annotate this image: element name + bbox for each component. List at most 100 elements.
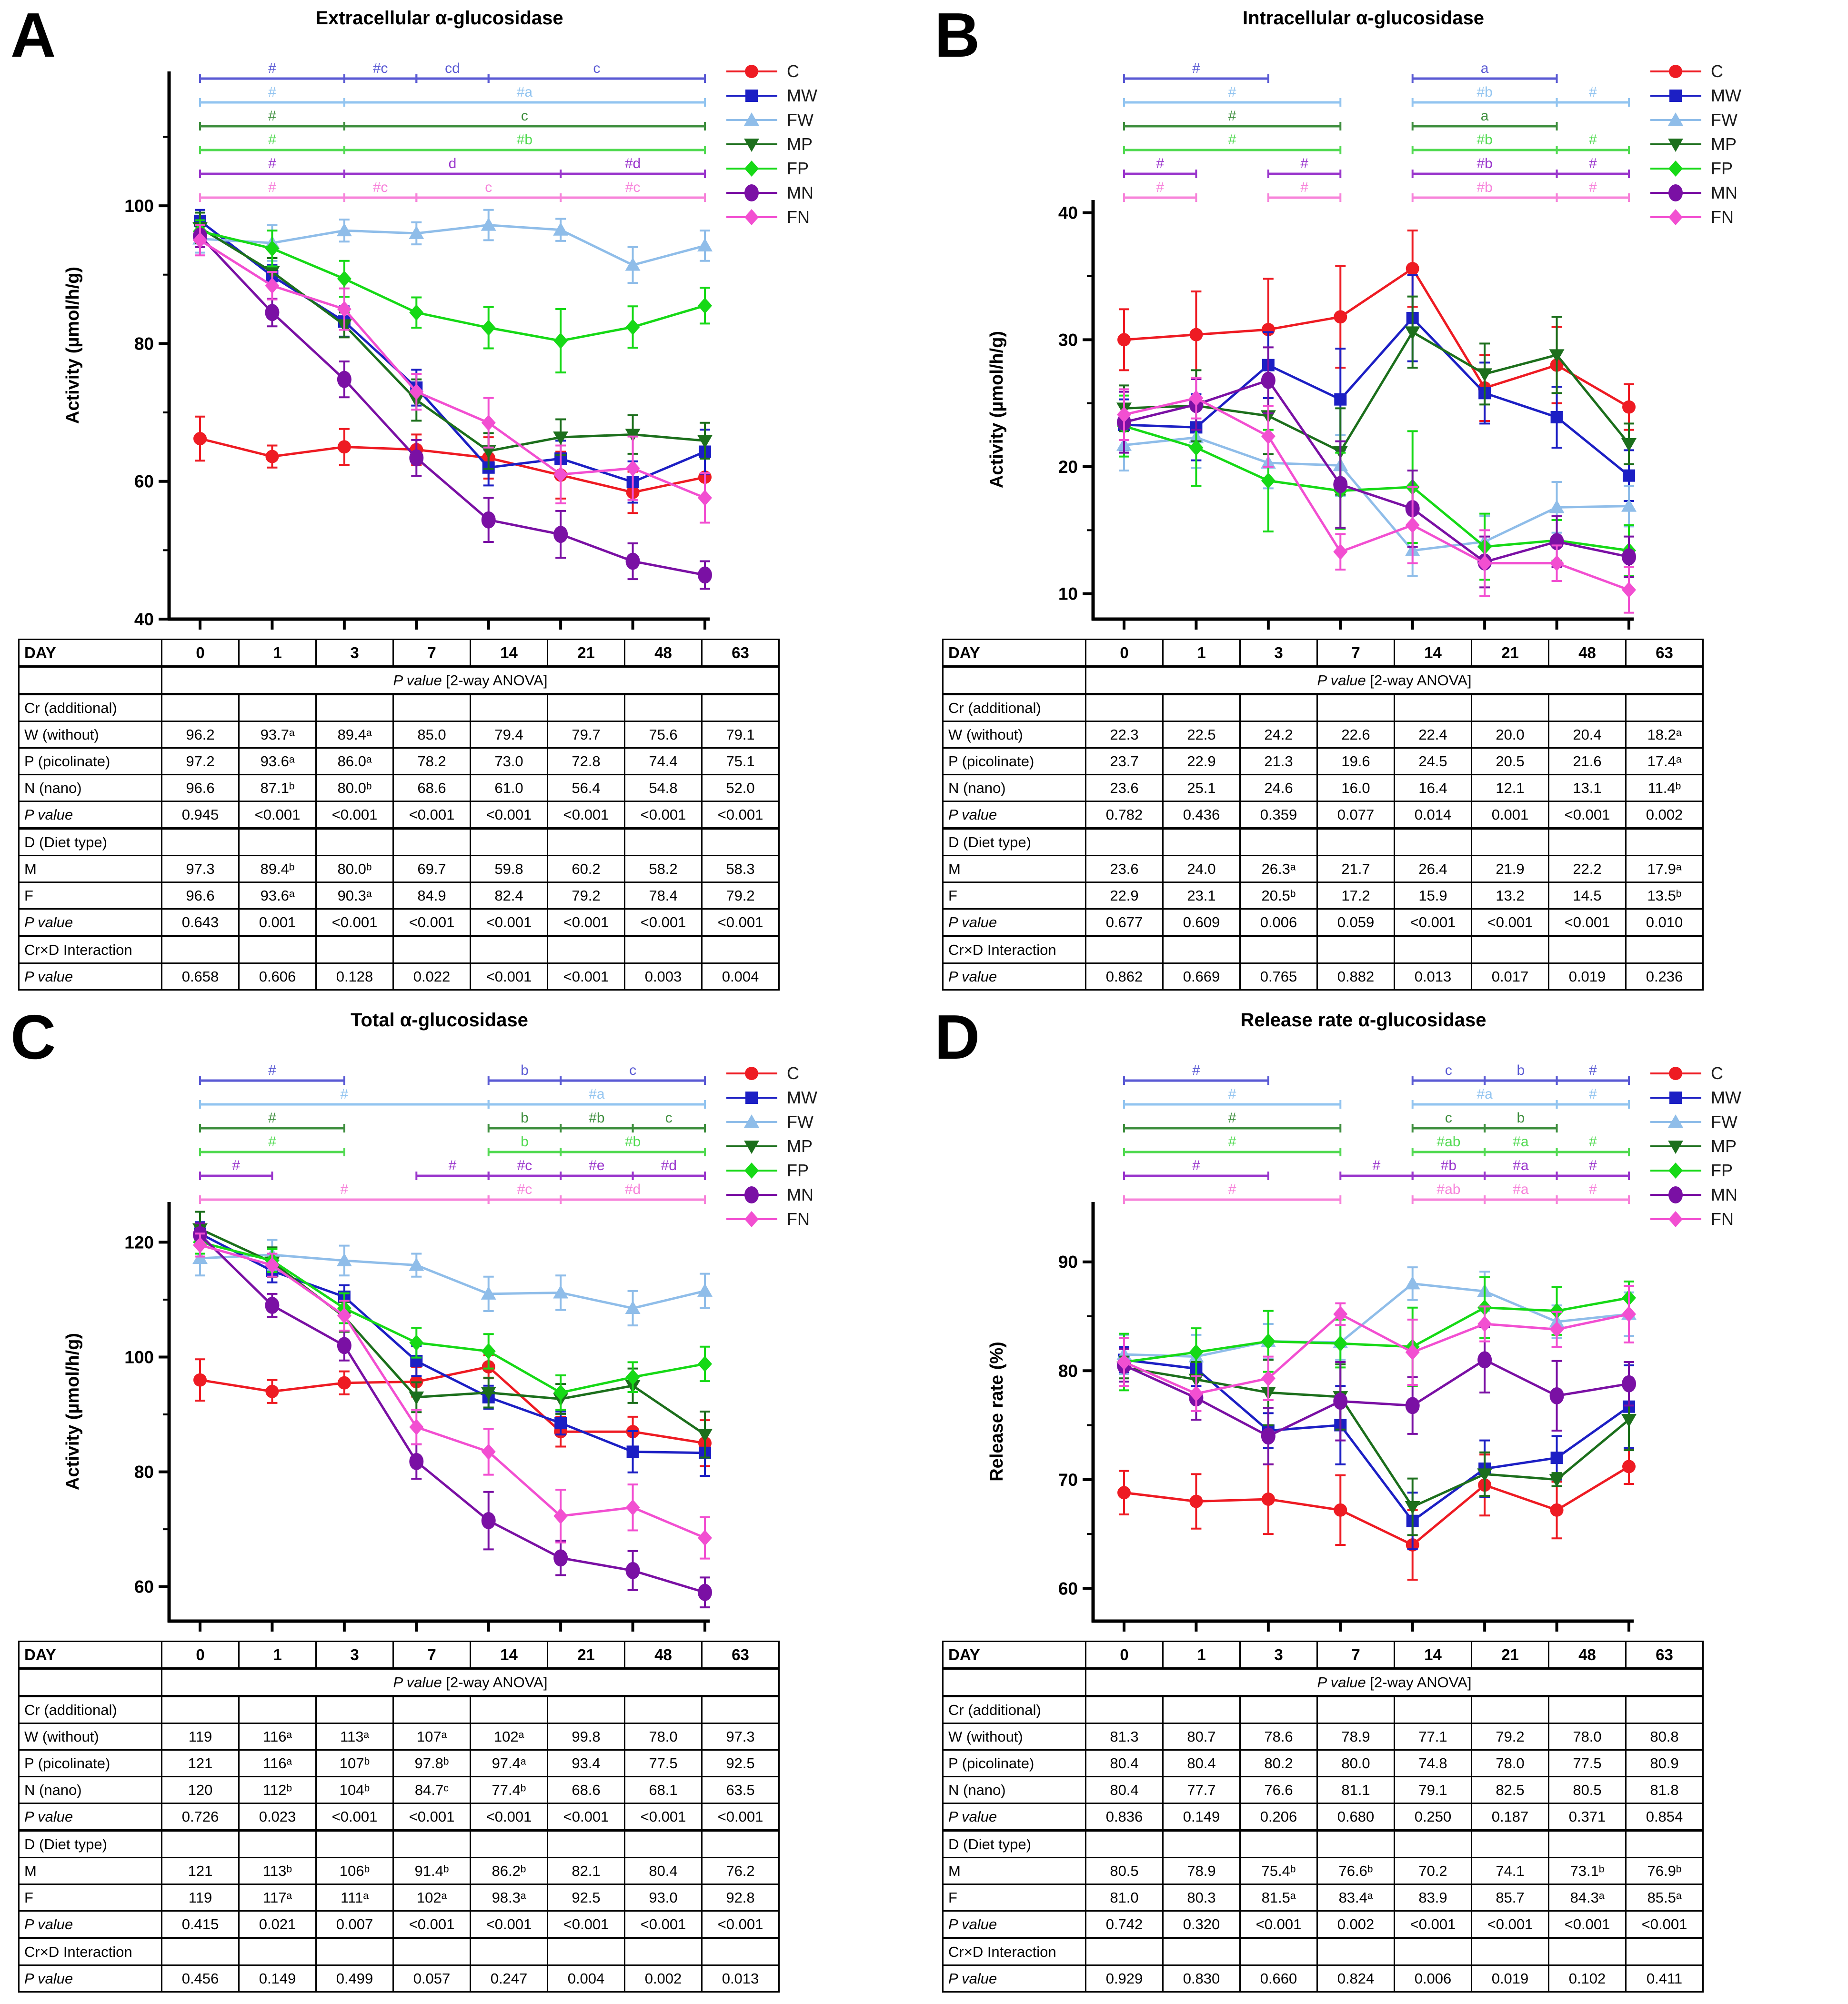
table-row-pvalue: P value 0.726 0.023 <0.001 <0.001 <0.001 <0.00… <box>18 1803 780 1831</box>
table-row-section: Cr×D Interaction <box>18 935 780 964</box>
pvalue-cell: 0.742 <box>1085 1910 1164 1939</box>
pvalue-cell: 0.836 <box>1085 1803 1164 1831</box>
day-value: 3 <box>1239 1641 1318 1669</box>
legend-item-C: C <box>1650 61 1723 81</box>
data-cell: 80.0ᵇ <box>315 855 394 883</box>
day-value: 0 <box>161 1641 240 1669</box>
series-line-FP <box>200 1241 705 1394</box>
data-cell: 97.3 <box>161 855 240 883</box>
pvalue-cell: 0.057 <box>392 1964 471 1993</box>
row-label: F <box>18 882 162 910</box>
pvalue-cell: 0.023 <box>238 1803 317 1831</box>
legend-item-C: C <box>726 1063 799 1083</box>
sig-bar-FP-1: b <box>487 1134 562 1156</box>
svg-text:C: C <box>1711 61 1723 81</box>
sig-bar-FW-0: # <box>1123 84 1342 107</box>
svg-text:MW: MW <box>1711 86 1741 105</box>
table-cell <box>392 935 471 964</box>
sig-bar-MP-1: a <box>1411 108 1558 130</box>
pvalue-cell: 0.001 <box>238 908 317 937</box>
chart-A: # #c cd c# #a# c# #b# d #d# #c c #cCMWFWMPFPMNFN406… <box>63 60 817 630</box>
section-label: Cr×D Interaction <box>18 935 162 964</box>
legend-item-FP: FP <box>1650 1161 1733 1180</box>
data-cell: 96.6 <box>161 882 240 910</box>
data-cell: 68.6 <box>547 1776 625 1804</box>
svg-text:#c: #c <box>625 180 641 195</box>
svg-text:b: b <box>521 1134 529 1150</box>
data-cell: 19.6 <box>1316 747 1395 775</box>
table-cell <box>1471 1695 1549 1724</box>
data-cell: 14.5 <box>1548 882 1627 910</box>
pvalue-cell: 0.854 <box>1625 1803 1704 1831</box>
table-cell <box>1085 827 1164 856</box>
data-cell: 86.0ᵃ <box>315 747 394 775</box>
data-cell: 12.1 <box>1471 774 1549 802</box>
day-value: 21 <box>1471 639 1549 667</box>
row-label: M <box>18 1857 162 1885</box>
legend: C MW FW MP FP MN FN <box>726 1063 817 1229</box>
sig-bar-MP-1: b <box>487 1110 562 1132</box>
data-cell: 78.2 <box>392 747 471 775</box>
panel-letter-A: A <box>10 0 56 70</box>
data-cell: 17.2 <box>1316 882 1395 910</box>
svg-text:#: # <box>268 132 276 148</box>
table-row-section: Cr (additional) <box>942 693 1704 722</box>
table-cell <box>1239 827 1318 856</box>
sig-bar-MN-3: # <box>1556 156 1630 178</box>
sig-bar-FP-2: # <box>1556 132 1630 154</box>
data-cell: 84.9 <box>392 882 471 910</box>
svg-text:#: # <box>1228 1182 1236 1197</box>
row-label: M <box>942 855 1086 883</box>
legend-item-FN: FN <box>1650 207 1734 227</box>
anova-table-C: DAY 0 1 3 7 14 21 48 63 P value [2-way ANOVA] Cr (… <box>18 1641 780 1993</box>
row-label: F <box>942 882 1086 910</box>
table-cell <box>470 1829 548 1858</box>
legend-item-MN: MN <box>726 183 814 202</box>
pvalue-label: P value <box>18 1964 162 1993</box>
series-line-FP <box>1124 1296 1629 1363</box>
table-cell <box>701 693 780 722</box>
svg-text:#b: #b <box>589 1110 604 1126</box>
sig-bar-FP-0: # <box>199 1134 345 1156</box>
table-cell <box>315 693 394 722</box>
data-cell: 80.4 <box>1085 1776 1164 1804</box>
table-cell <box>1162 827 1241 856</box>
pvalue-cell: 0.415 <box>161 1910 240 1939</box>
svg-text:#ab: #ab <box>1436 1134 1460 1150</box>
svg-text:#c: #c <box>517 1158 532 1173</box>
sig-bar-MW-3: c <box>487 60 706 83</box>
svg-text:#b: #b <box>1441 1158 1456 1173</box>
data-cell: 80.9 <box>1625 1749 1704 1777</box>
pvalue-cell: <0.001 <box>470 801 548 829</box>
pvalue-cell: 0.017 <box>1471 962 1549 991</box>
series-MN <box>193 224 713 590</box>
svg-text:#: # <box>449 1158 457 1173</box>
svg-text:#: # <box>1300 156 1308 171</box>
data-cell: 15.9 <box>1394 882 1472 910</box>
row-label: P (picolinate) <box>18 747 162 775</box>
series-line-MW <box>199 1232 705 1454</box>
data-cell: 17.9ᵃ <box>1625 855 1704 883</box>
sig-bar-MN-3: #a <box>1484 1158 1558 1180</box>
data-cell: 25.1 <box>1162 774 1241 802</box>
table-cell <box>701 935 780 964</box>
sig-bar-FP-1: #b <box>343 132 706 154</box>
row-label: W (without) <box>942 721 1086 749</box>
pvalue-cell: 0.830 <box>1162 1964 1241 1993</box>
table-cell <box>1085 1695 1164 1724</box>
series-line-C <box>1124 267 1630 408</box>
data-cell: 93.0 <box>624 1884 703 1912</box>
pvalue-cell: <0.001 <box>547 962 625 991</box>
svg-text:C: C <box>1711 1063 1723 1083</box>
y-tick-label: 60 <box>134 472 154 491</box>
svg-text:FW: FW <box>787 1112 814 1132</box>
pvalue-cell: 0.609 <box>1162 908 1241 937</box>
data-cell: 102ᵃ <box>392 1884 471 1912</box>
sig-bar-MP-0: # <box>1123 108 1342 130</box>
legend-item-MN: MN <box>1650 183 1738 202</box>
data-cell: 16.0 <box>1316 774 1395 802</box>
table-row-data: F 119 117ᵃ 111ᵃ 102ᵃ 98.3ᵃ 92.5 93.0 92.8 <box>18 1884 780 1912</box>
sig-bar-FN-0: # <box>1123 180 1197 202</box>
table-cell <box>161 827 240 856</box>
table-row-section: D (Diet type) <box>18 1829 780 1858</box>
